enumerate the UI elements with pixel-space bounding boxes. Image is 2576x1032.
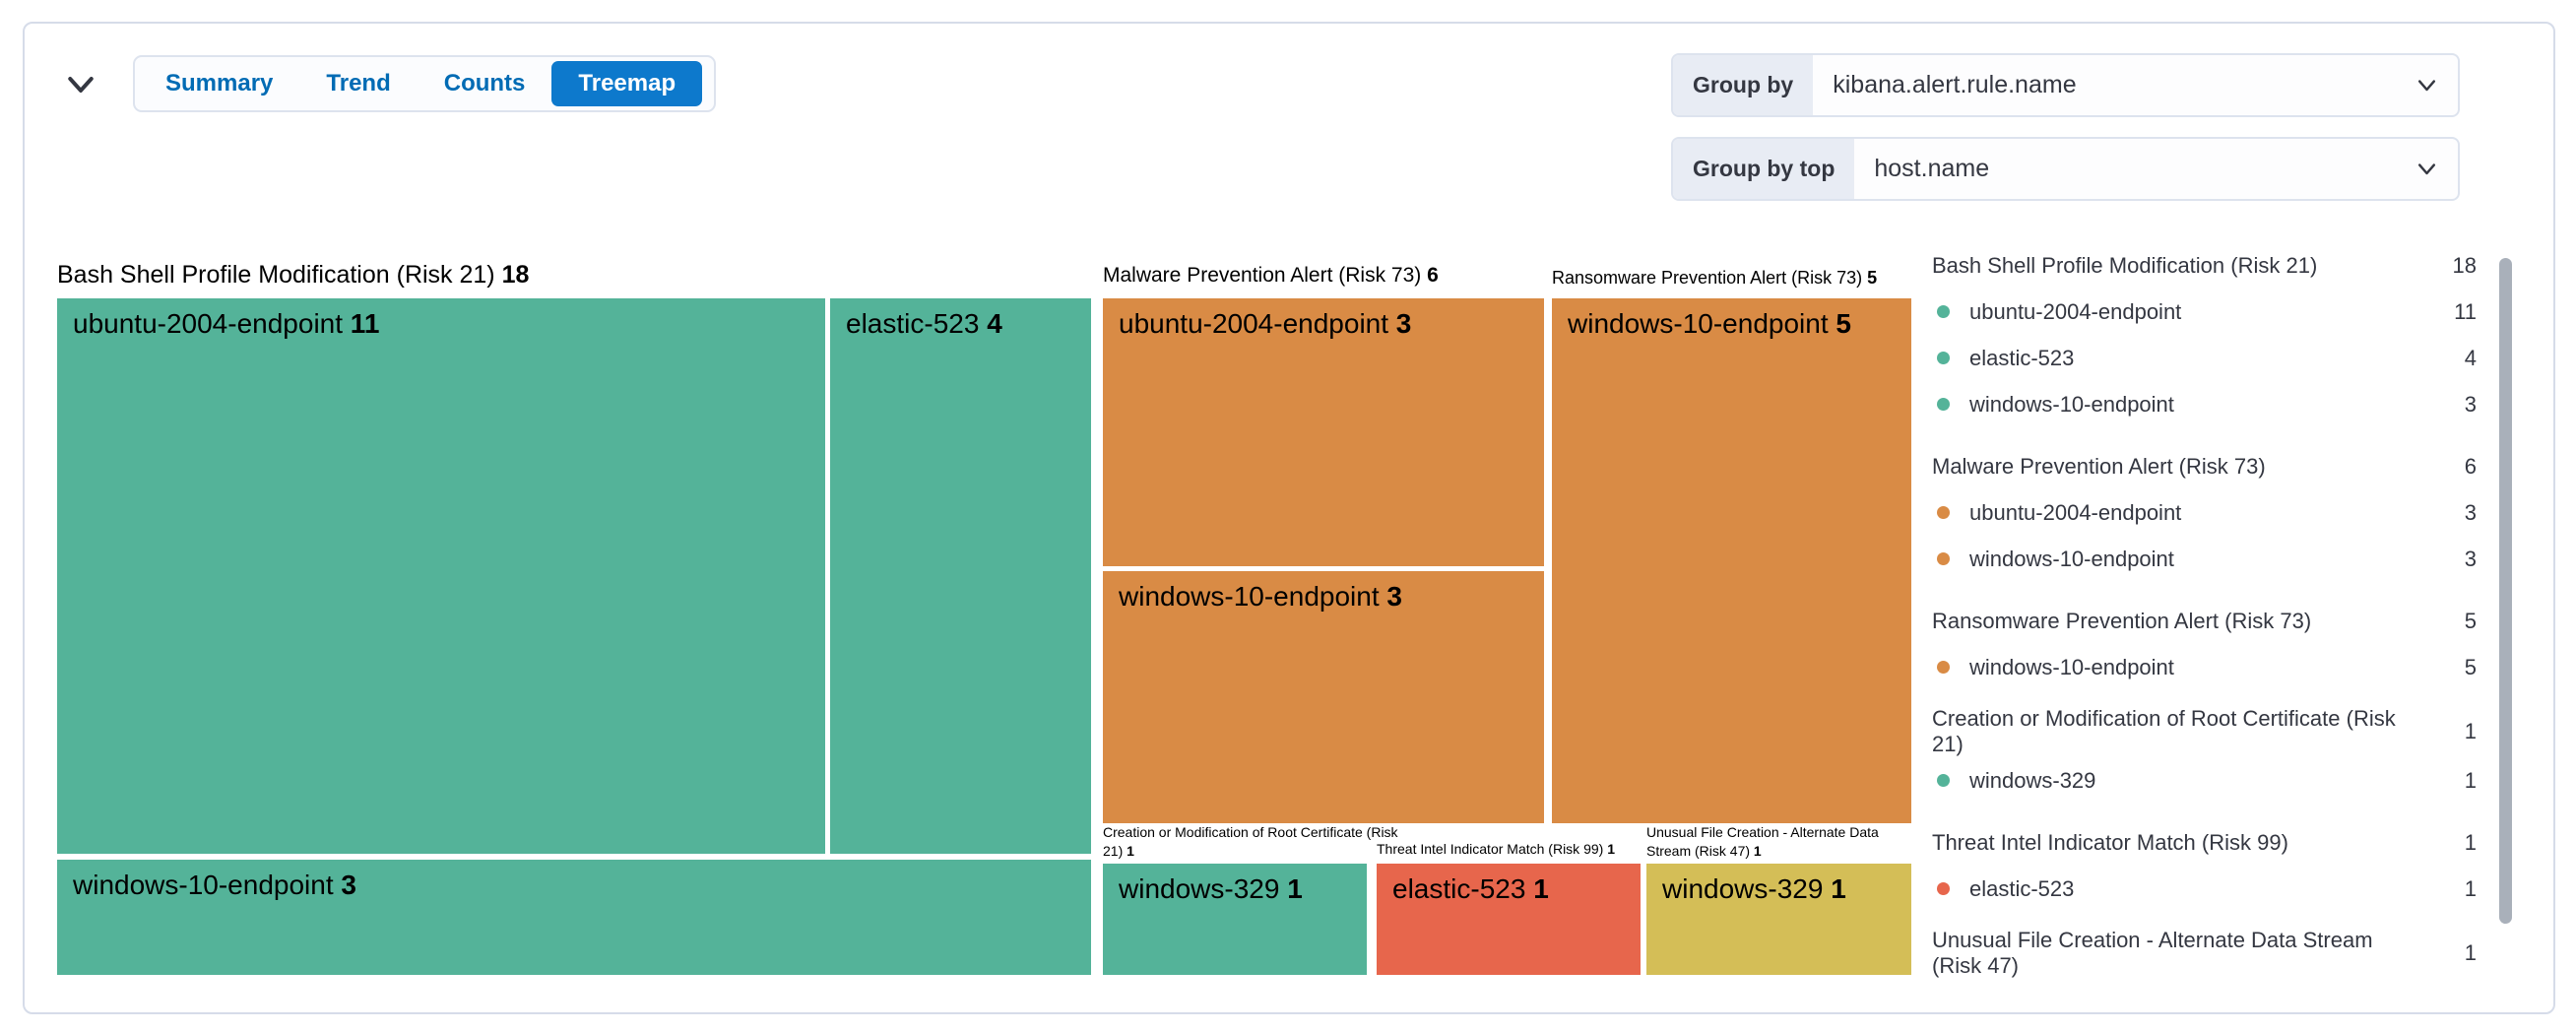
legend-count: 3 — [2464, 499, 2477, 525]
legend-row-rule[interactable]: Ransomware Prevention Alert (Risk 73) 5 — [1932, 598, 2477, 644]
treemap-cell[interactable]: elastic-523 1 — [1377, 864, 1641, 975]
treemap-cell-label: windows-10-endpoint 3 — [73, 870, 356, 900]
legend-count: 1 — [2464, 940, 2477, 965]
group-by-value: kibana.alert.rule.name — [1833, 71, 2077, 98]
legend-label: windows-329 — [1969, 767, 2096, 793]
treemap-cell[interactable]: windows-329 1 — [1646, 864, 1911, 975]
legend-label: windows-10-endpoint — [1969, 654, 2174, 679]
treemap-group-header: Malware Prevention Alert (Risk 73) 6 — [1103, 264, 1439, 287]
chevron-down-icon — [2417, 80, 2436, 92]
chevron-down-icon — [68, 77, 94, 93]
legend-dot — [1937, 774, 1950, 787]
treemap-cell-label: elastic-523 1 — [1392, 873, 1549, 904]
legend-row-rule[interactable]: Creation or Modification of Root Certifi… — [1932, 706, 2477, 757]
treemap-group-header: Creation or Modification of Root Certifi… — [1103, 824, 1398, 860]
treemap-group-header: Unusual File Creation - Alternate Data S… — [1646, 824, 1879, 860]
legend-dot — [1937, 552, 1950, 565]
treemap-cell[interactable]: windows-10-endpoint 3 — [1103, 571, 1544, 823]
legend-label: elastic-523 — [1969, 875, 2075, 901]
legend-count: 18 — [2452, 252, 2477, 278]
legend-row-host[interactable]: elastic-523 1 — [1932, 866, 2477, 912]
legend-label: Bash Shell Profile Modification (Risk 21… — [1932, 252, 2318, 278]
legend-count: 1 — [2464, 829, 2477, 855]
legend-row-host[interactable]: windows-10-endpoint 3 — [1932, 536, 2477, 582]
treemap-cell-label: windows-329 1 — [1119, 873, 1303, 904]
legend-row-rule[interactable]: Malware Prevention Alert (Risk 73) 6 — [1932, 443, 2477, 489]
legend-dot — [1937, 352, 1950, 364]
legend-label: windows-10-endpoint — [1969, 391, 2174, 417]
legend-label: Creation or Modification of Root Certifi… — [1932, 706, 2396, 756]
chevron-down-icon — [2417, 163, 2436, 175]
legend-dot — [1937, 661, 1950, 674]
legend-count: 1 — [2464, 719, 2477, 743]
legend-label: ubuntu-2004-endpoint — [1969, 298, 2182, 324]
collapse-panel-button[interactable] — [61, 65, 100, 104]
legend-count: 11 — [2454, 298, 2477, 324]
tab-trend[interactable]: Trend — [299, 61, 417, 106]
legend-count: 3 — [2464, 391, 2477, 417]
legend-row-host[interactable]: windows-329 1 — [1932, 757, 2477, 804]
legend-dot — [1937, 305, 1950, 318]
legend-row-host[interactable]: windows-10-endpoint 5 — [1932, 644, 2477, 690]
legend-count: 3 — [2464, 546, 2477, 571]
treemap-cell-label: windows-10-endpoint 5 — [1568, 308, 1851, 339]
legend-count: 6 — [2464, 453, 2477, 479]
treemap-cell[interactable]: ubuntu-2004-endpoint 3 — [1103, 298, 1544, 566]
treemap-cell-label: windows-10-endpoint 3 — [1119, 581, 1402, 612]
legend-scrollbar-thumb[interactable] — [2499, 258, 2512, 924]
treemap-cell-label: windows-329 1 — [1662, 873, 1846, 904]
treemap-cell[interactable]: ubuntu-2004-endpoint 11 — [57, 298, 825, 854]
legend-label: ubuntu-2004-endpoint — [1969, 499, 2182, 525]
group-by-top-select[interactable]: Group by top host.name — [1671, 137, 2460, 201]
view-selector-tab-group: Summary Trend Counts Treemap — [133, 55, 716, 112]
legend-dot — [1937, 506, 1950, 519]
treemap-cell-label: ubuntu-2004-endpoint 3 — [1119, 308, 1412, 339]
tab-counts[interactable]: Counts — [418, 61, 552, 106]
legend-label: Threat Intel Indicator Match (Risk 99) — [1932, 829, 2288, 855]
treemap-cell[interactable]: windows-10-endpoint 3 — [57, 860, 1091, 975]
legend-count: 1 — [2464, 875, 2477, 901]
treemap-cell-label: elastic-523 4 — [846, 308, 1002, 339]
legend-count: 5 — [2464, 654, 2477, 679]
legend-row-host[interactable]: ubuntu-2004-endpoint 11 — [1932, 289, 2477, 335]
treemap-group-header: Threat Intel Indicator Match (Risk 99) 1 — [1377, 841, 1615, 857]
treemap-cell[interactable]: windows-10-endpoint 5 — [1552, 298, 1911, 823]
legend-dot — [1937, 882, 1950, 895]
legend-dot — [1937, 398, 1950, 411]
group-by-top-value: host.name — [1874, 155, 1990, 182]
treemap-cell[interactable]: elastic-523 4 — [830, 298, 1091, 854]
legend-label: Malware Prevention Alert (Risk 73) — [1932, 453, 2266, 479]
legend-row-host[interactable]: elastic-523 4 — [1932, 335, 2477, 381]
treemap-group-header: Ransomware Prevention Alert (Risk 73) 5 — [1552, 268, 1878, 288]
tab-summary[interactable]: Summary — [139, 61, 299, 106]
group-by-select[interactable]: Group by kibana.alert.rule.name — [1671, 53, 2460, 117]
legend-label: elastic-523 — [1969, 345, 2075, 370]
treemap-cell-label: ubuntu-2004-endpoint 11 — [73, 308, 380, 339]
legend-label: windows-10-endpoint — [1969, 546, 2174, 571]
legend-count: 4 — [2464, 345, 2477, 370]
tab-treemap[interactable]: Treemap — [551, 61, 703, 106]
group-by-label: Group by — [1673, 55, 1814, 115]
legend-label: Unusual File Creation - Alternate Data S… — [1932, 928, 2373, 978]
legend-count: 1 — [2464, 767, 2477, 793]
legend-row-rule[interactable]: Bash Shell Profile Modification (Risk 21… — [1932, 242, 2477, 289]
legend-row-host[interactable]: windows-10-endpoint 3 — [1932, 381, 2477, 427]
legend-label: Ransomware Prevention Alert (Risk 73) — [1932, 608, 2312, 633]
group-by-top-label: Group by top — [1673, 139, 1855, 199]
legend-row-rule[interactable]: Unusual File Creation - Alternate Data S… — [1932, 928, 2477, 979]
legend-row-host[interactable]: ubuntu-2004-endpoint 3 — [1932, 489, 2477, 536]
treemap-group-header: Bash Shell Profile Modification (Risk 21… — [57, 261, 530, 289]
treemap-legend: Bash Shell Profile Modification (Risk 21… — [1932, 242, 2477, 979]
legend-row-rule[interactable]: Threat Intel Indicator Match (Risk 99) 1 — [1932, 819, 2477, 866]
treemap-cell[interactable]: windows-329 1 — [1103, 864, 1367, 975]
legend-count: 5 — [2464, 608, 2477, 633]
